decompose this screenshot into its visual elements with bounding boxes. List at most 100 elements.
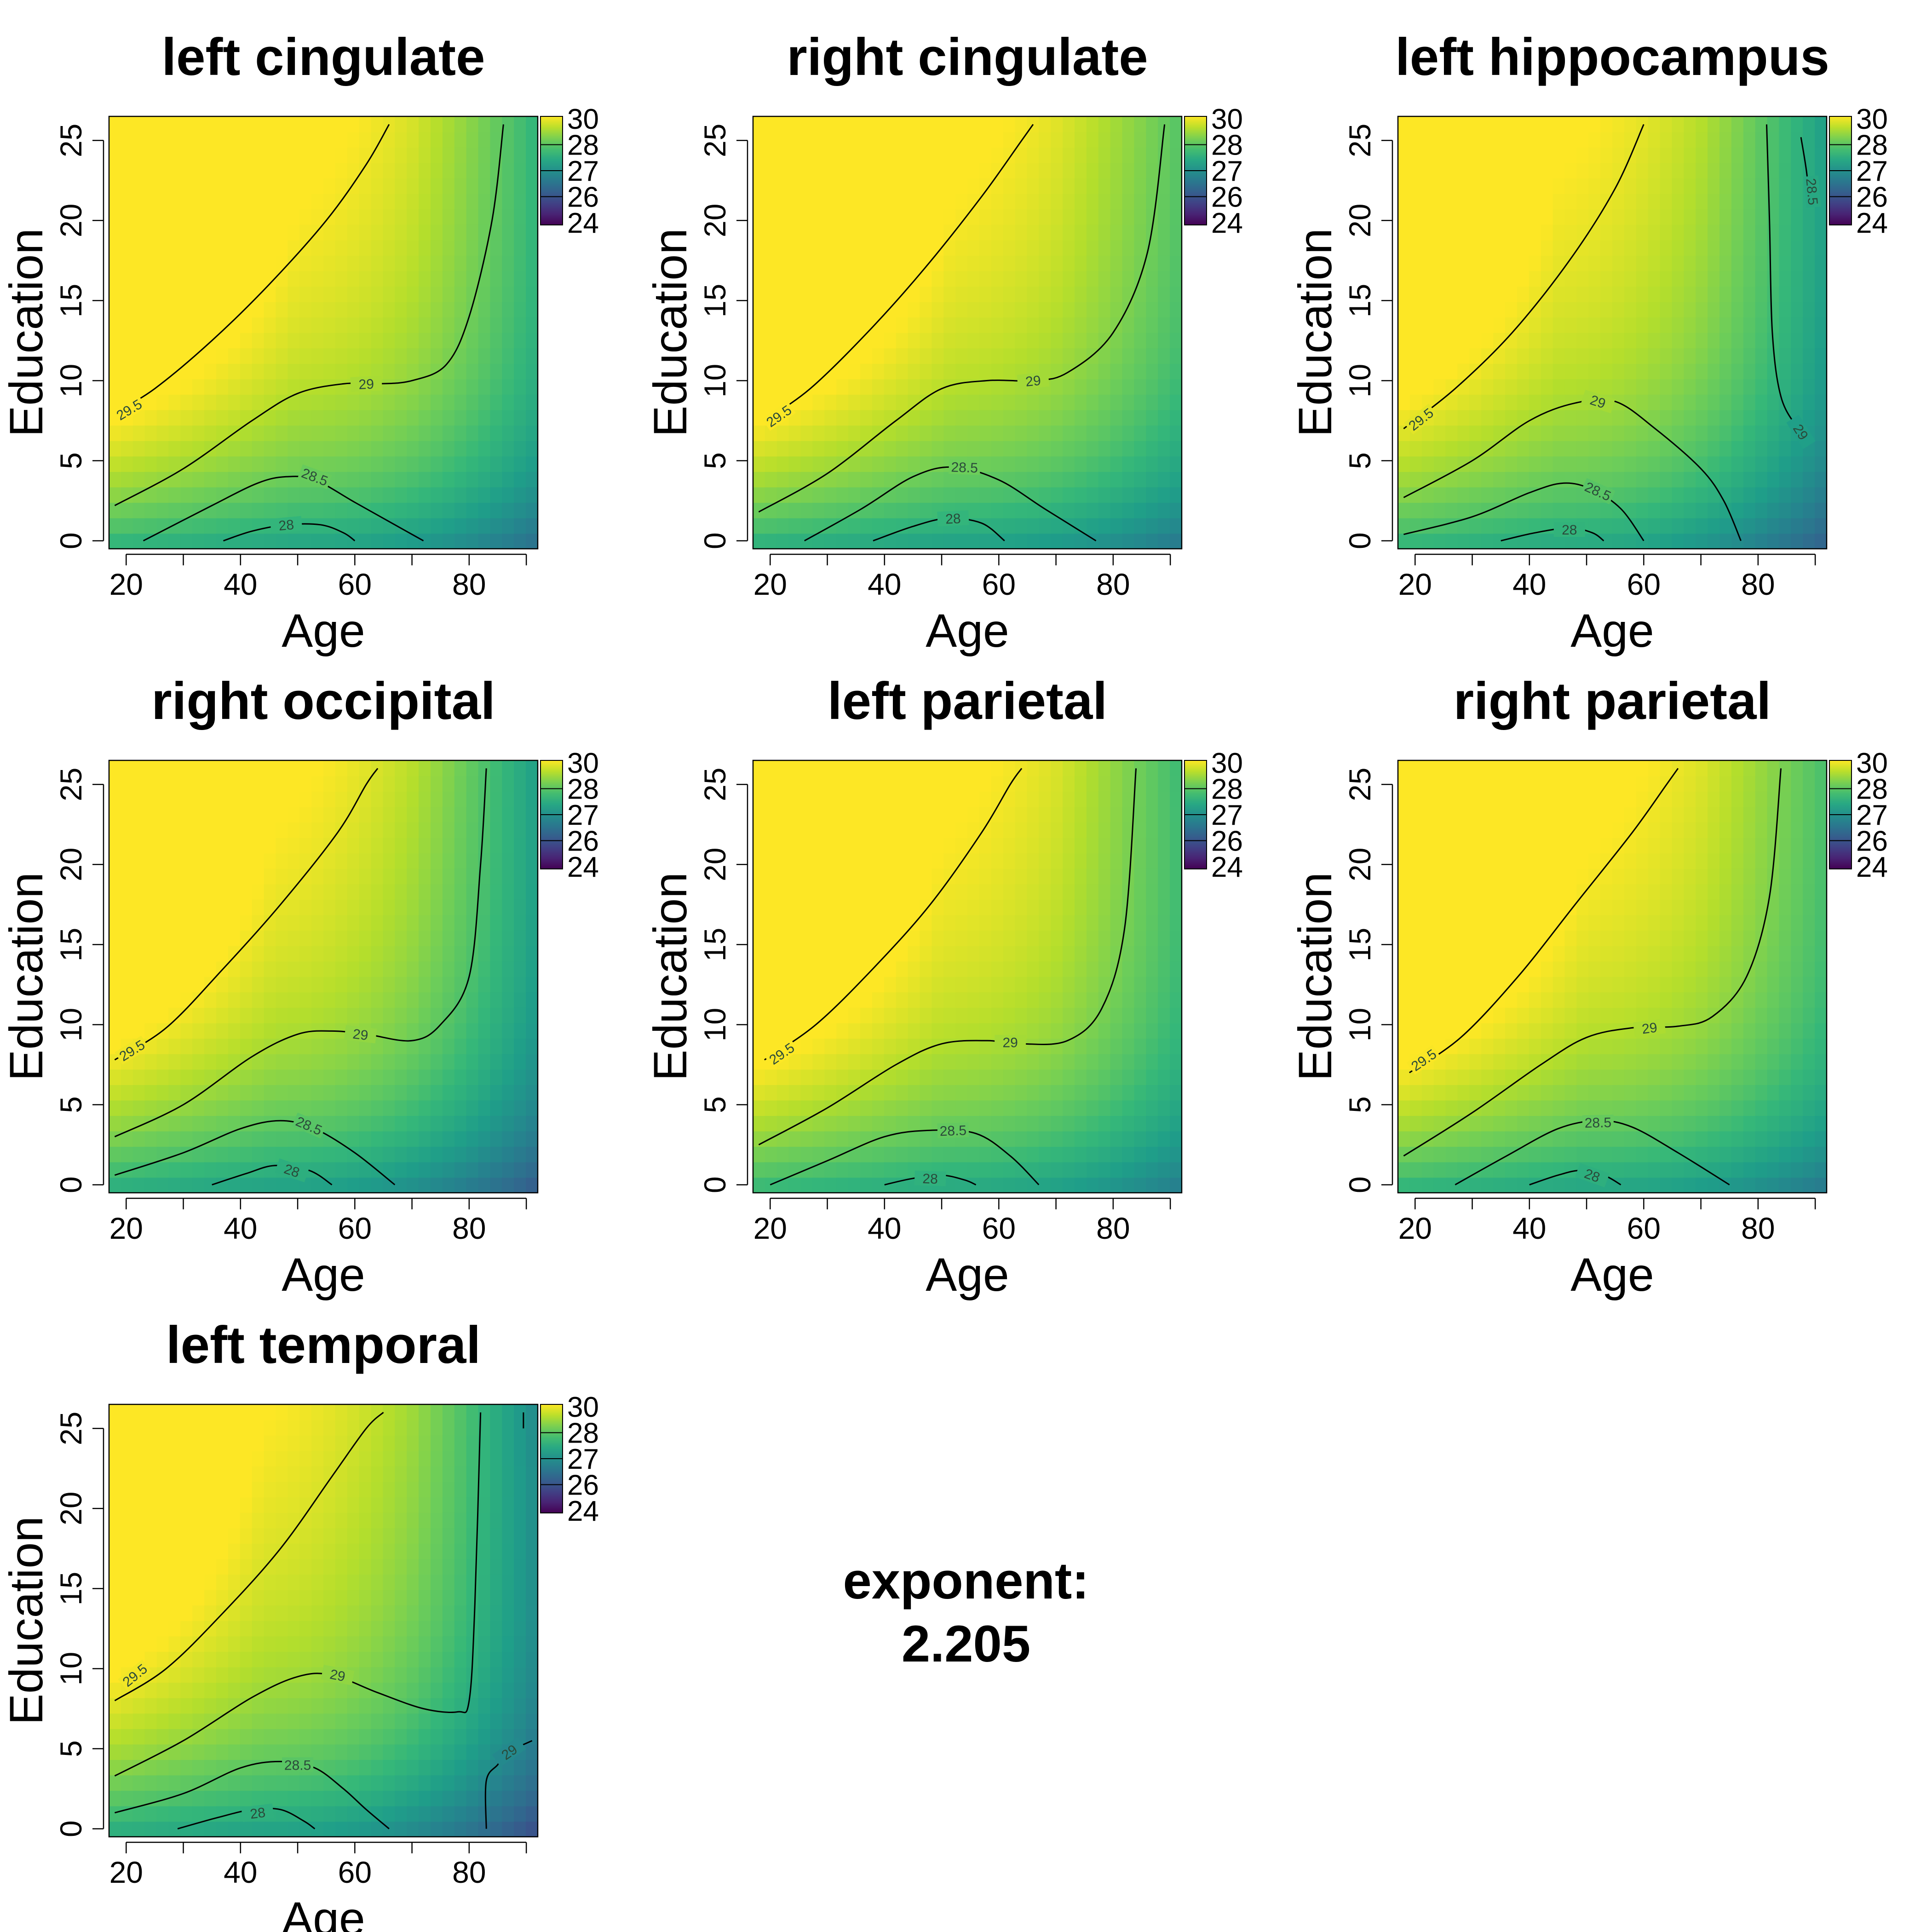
heatmap-cell bbox=[1672, 409, 1685, 426]
heatmap-cell bbox=[765, 255, 777, 271]
heatmap-cell bbox=[1552, 441, 1565, 457]
heatmap-cell bbox=[1086, 409, 1099, 426]
heatmap-cell bbox=[454, 776, 467, 792]
heatmap-cell bbox=[1719, 472, 1732, 488]
heatmap-cell bbox=[1552, 240, 1565, 256]
heatmap-cell bbox=[156, 178, 169, 194]
heatmap-cell bbox=[395, 147, 408, 163]
heatmap-cell bbox=[1708, 394, 1720, 410]
heatmap-cell bbox=[896, 317, 908, 333]
heatmap-cell bbox=[478, 884, 491, 900]
heatmap-cell bbox=[156, 502, 169, 518]
heatmap-cell bbox=[264, 1116, 276, 1132]
heatmap-cell bbox=[454, 930, 467, 946]
heatmap-cell bbox=[442, 132, 455, 148]
heatmap-surface bbox=[753, 116, 1182, 549]
heatmap-cell bbox=[502, 776, 515, 792]
heatmap-cell bbox=[967, 1162, 980, 1178]
heatmap-cell bbox=[526, 363, 538, 380]
heatmap-cell bbox=[1063, 132, 1075, 148]
heatmap-cell bbox=[335, 899, 348, 915]
heatmap-cell bbox=[1708, 502, 1720, 518]
heatmap-cell bbox=[168, 518, 181, 534]
heatmap-cell bbox=[1409, 178, 1422, 194]
heatmap-cell bbox=[991, 961, 1004, 977]
heatmap-cell bbox=[765, 147, 777, 163]
heatmap-cell bbox=[1779, 456, 1792, 472]
heatmap-cell bbox=[204, 1069, 217, 1085]
heatmap-cell bbox=[407, 1116, 419, 1132]
heatmap-cell bbox=[395, 945, 408, 962]
heatmap-cell bbox=[765, 1177, 777, 1193]
heatmap-cell bbox=[121, 209, 133, 225]
heatmap-cell bbox=[1743, 162, 1756, 179]
heatmap-cell bbox=[252, 1085, 264, 1101]
heatmap-cell bbox=[1612, 301, 1625, 318]
heatmap-cell bbox=[144, 992, 157, 1008]
heatmap-cell bbox=[1743, 441, 1756, 457]
heatmap-cell bbox=[1624, 533, 1637, 549]
heatmap-cell bbox=[478, 837, 491, 854]
heatmap-cell bbox=[1696, 348, 1708, 364]
heatmap-cell bbox=[264, 884, 276, 900]
heatmap-cell bbox=[359, 409, 372, 426]
heatmap-cell bbox=[1529, 240, 1541, 256]
heatmap-cell bbox=[240, 977, 253, 993]
heatmap-cell bbox=[955, 193, 968, 210]
heatmap-cell bbox=[1039, 1177, 1052, 1193]
heatmap-cell bbox=[395, 456, 408, 472]
heatmap-cell bbox=[323, 884, 336, 900]
heatmap-cell bbox=[848, 301, 861, 318]
heatmap-cell bbox=[144, 348, 157, 364]
heatmap-cell bbox=[1146, 162, 1159, 179]
heatmap-cell bbox=[1469, 348, 1482, 364]
heatmap-cell bbox=[884, 270, 897, 287]
heatmap-cell bbox=[1564, 193, 1577, 210]
heatmap-cell bbox=[407, 945, 419, 962]
heatmap-cell bbox=[288, 1085, 300, 1101]
heatmap-cell bbox=[824, 899, 837, 915]
heatmap-cell bbox=[896, 502, 908, 518]
heatmap-cell bbox=[848, 518, 861, 534]
heatmap-cell bbox=[1743, 286, 1756, 302]
heatmap-cell bbox=[800, 286, 813, 302]
heatmap-cell bbox=[466, 518, 479, 534]
heatmap-cell bbox=[168, 868, 181, 885]
heatmap-cell bbox=[1648, 333, 1661, 349]
heatmap-cell bbox=[1719, 518, 1732, 534]
heatmap-cell bbox=[466, 1069, 479, 1085]
heatmap-cell bbox=[1158, 472, 1170, 488]
heatmap-cell bbox=[1445, 487, 1458, 503]
heatmap-cell bbox=[1743, 301, 1756, 318]
heatmap-cell bbox=[407, 456, 419, 472]
heatmap-cell bbox=[335, 1007, 348, 1024]
heatmap-cell bbox=[204, 1023, 217, 1039]
heatmap-cell bbox=[264, 533, 276, 549]
heatmap-cell bbox=[896, 270, 908, 287]
heatmap-cell bbox=[1696, 379, 1708, 395]
heatmap-cell bbox=[1039, 270, 1052, 287]
heatmap-cell bbox=[991, 441, 1004, 457]
heatmap-cell bbox=[1015, 425, 1028, 441]
heatmap-cell bbox=[240, 379, 253, 395]
heatmap-cell bbox=[1803, 209, 1815, 225]
heatmap-cell bbox=[419, 1023, 431, 1039]
heatmap-cell bbox=[943, 317, 956, 333]
heatmap-cell bbox=[1779, 425, 1792, 441]
heatmap-cell bbox=[1743, 317, 1756, 333]
heatmap-cell bbox=[860, 270, 873, 287]
heatmap-cell bbox=[896, 441, 908, 457]
heatmap-cell bbox=[359, 1100, 372, 1116]
heatmap-cell bbox=[252, 945, 264, 962]
heatmap-cell bbox=[240, 333, 253, 349]
heatmap-cell bbox=[1719, 394, 1732, 410]
contour-label: 28 bbox=[278, 517, 294, 534]
heatmap-cell bbox=[788, 806, 801, 823]
heatmap-cell bbox=[1493, 394, 1506, 410]
heatmap-cell bbox=[419, 776, 431, 792]
heatmap-cell bbox=[299, 1007, 312, 1024]
heatmap-cell bbox=[407, 1177, 419, 1193]
heatmap-cell bbox=[431, 409, 443, 426]
heatmap-cell bbox=[800, 116, 813, 132]
heatmap-cell bbox=[896, 533, 908, 549]
